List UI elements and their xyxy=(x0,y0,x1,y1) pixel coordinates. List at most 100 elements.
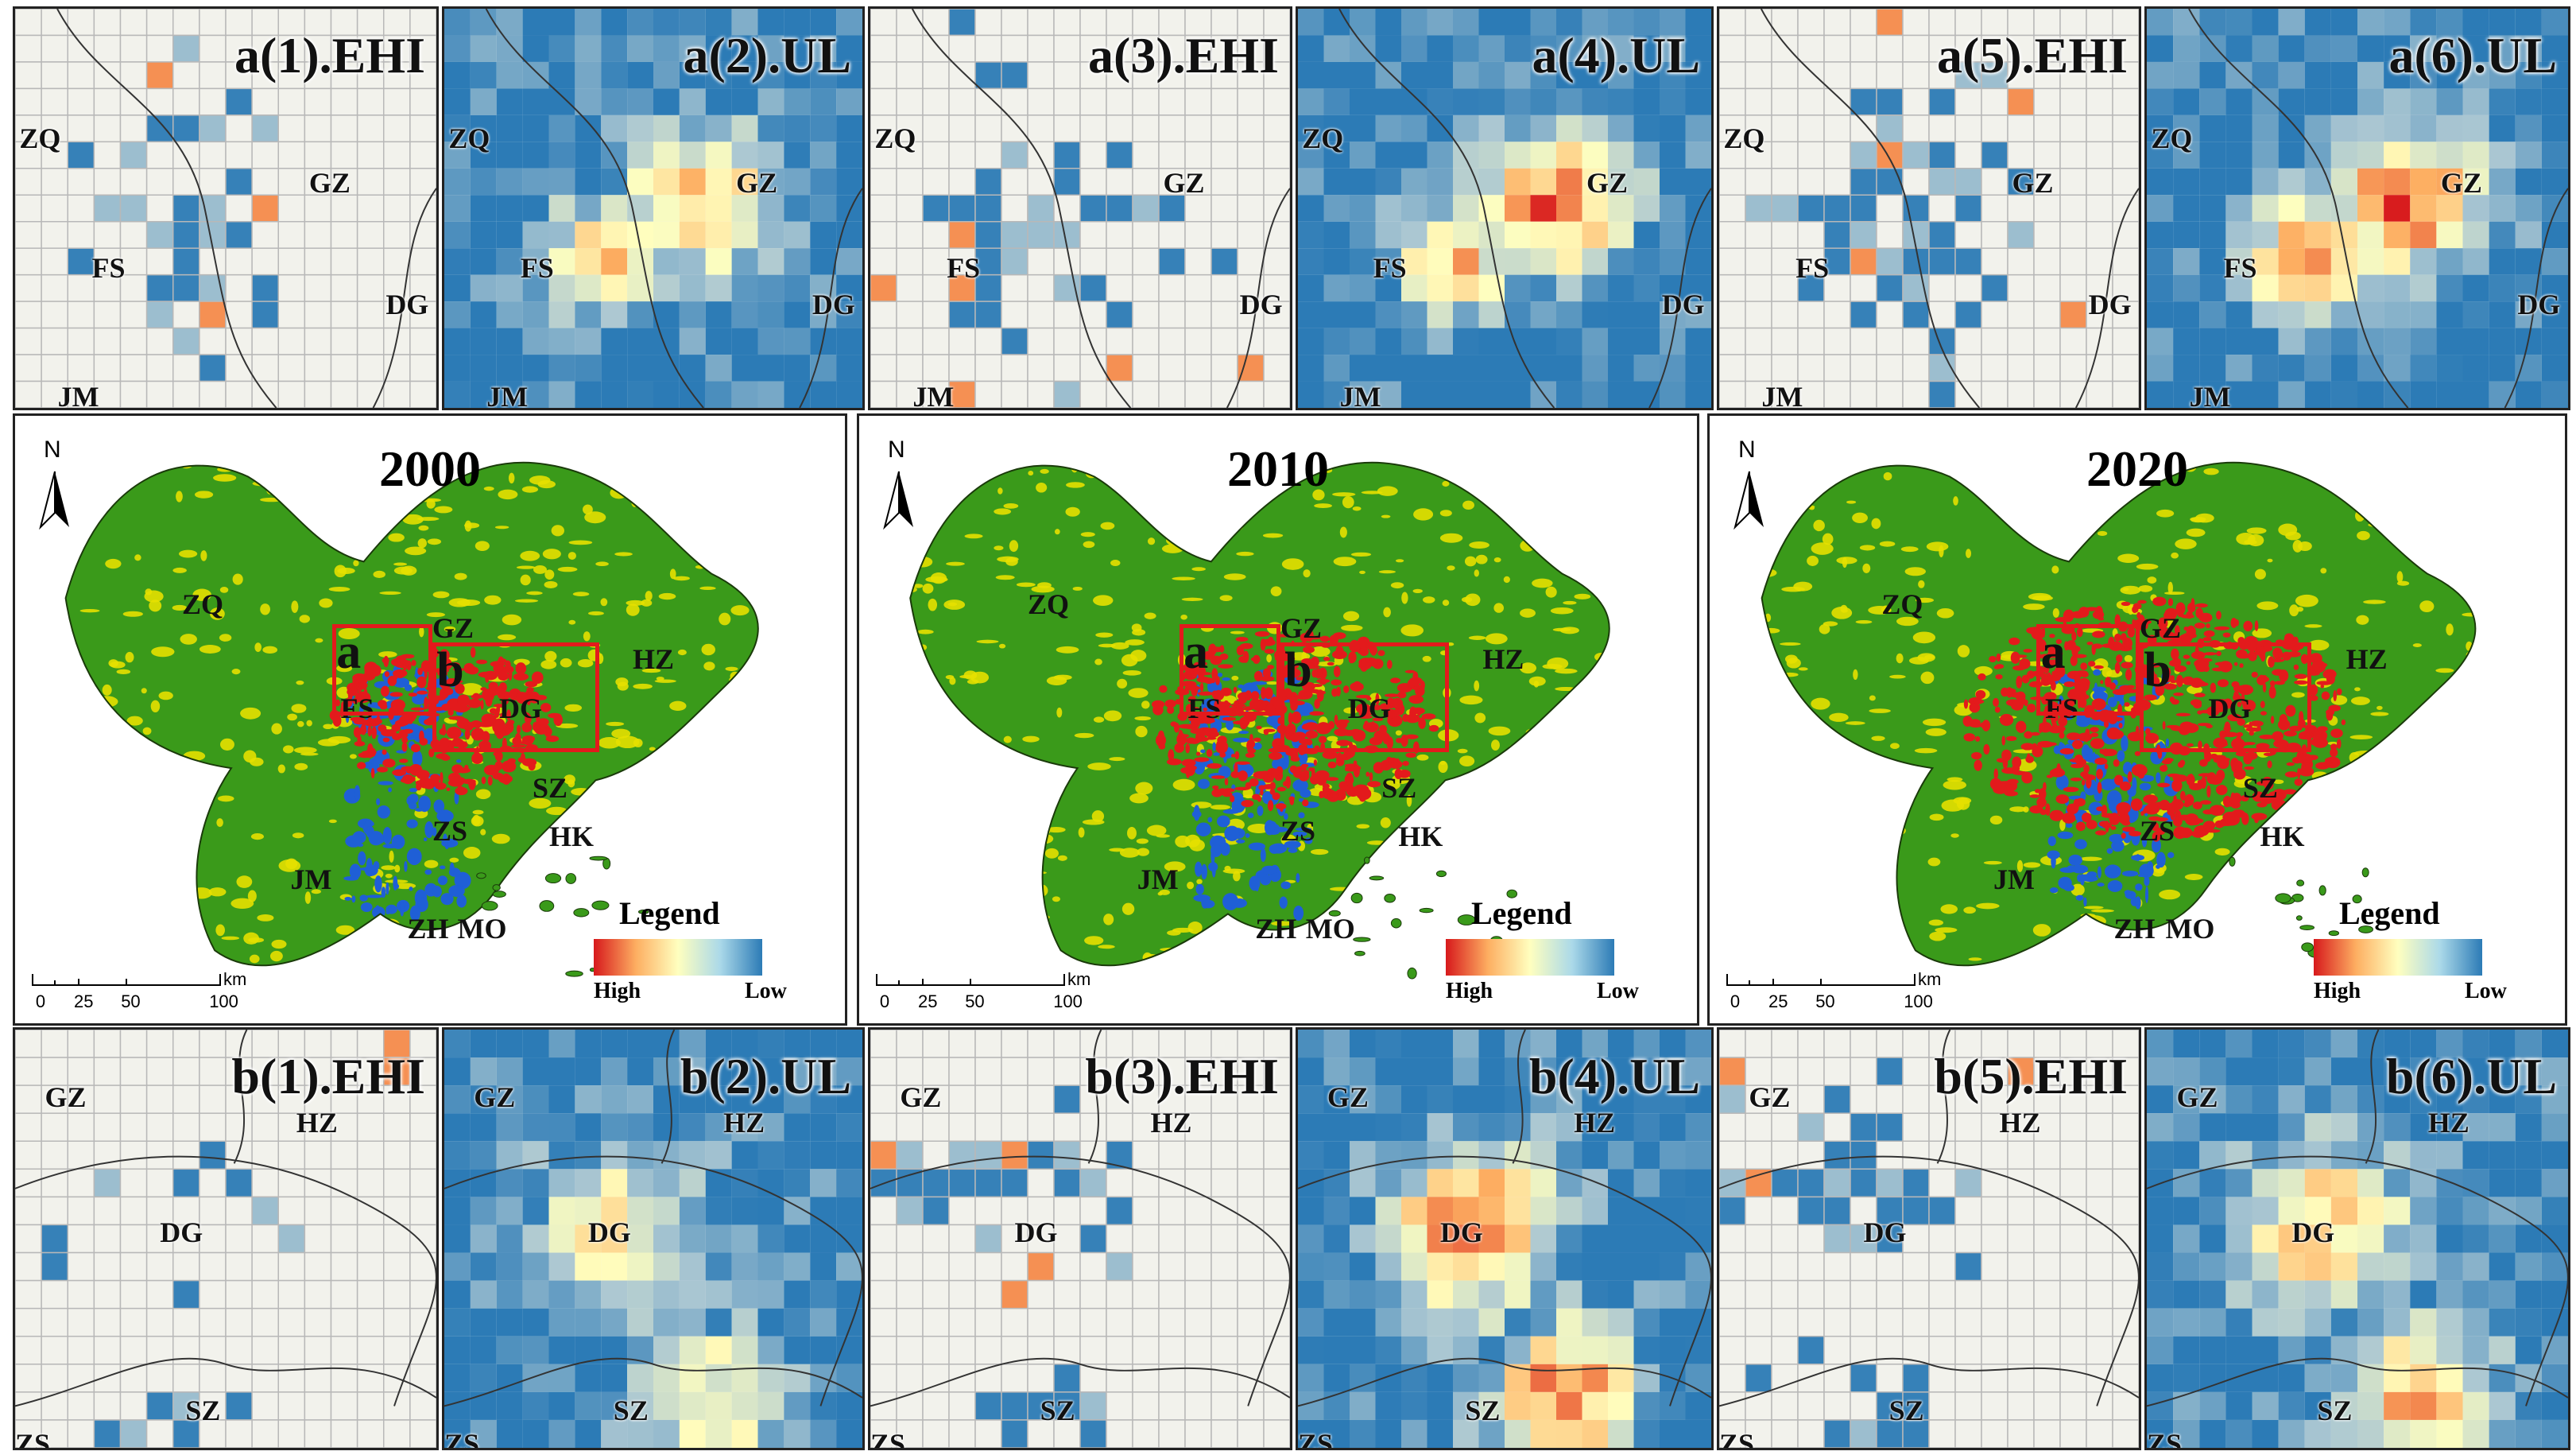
heat-cell xyxy=(974,168,1002,196)
urban-patch xyxy=(352,698,358,704)
cropland-patch xyxy=(1412,588,1423,594)
urban-patch xyxy=(1338,728,1348,734)
cropland-patch xyxy=(1310,646,1331,658)
heat-cell xyxy=(1001,141,1028,169)
city-label-jm: JM xyxy=(486,381,529,410)
heat-cell xyxy=(870,168,897,196)
heat-cell xyxy=(2199,142,2226,169)
heat-cell xyxy=(1928,220,1956,249)
cropland-patch xyxy=(1571,884,1580,893)
cropland-patch xyxy=(1281,558,1304,570)
urban-patch xyxy=(2125,638,2132,648)
heat-cell xyxy=(1079,247,1107,276)
heat-cell xyxy=(1556,301,1582,328)
heat-cell xyxy=(2357,274,2384,302)
heat-cell xyxy=(2147,195,2174,222)
heat-cell xyxy=(119,87,148,116)
cropland-patch xyxy=(1744,619,1750,624)
urban-patch xyxy=(1405,752,1416,759)
cropland-patch xyxy=(1093,595,1114,606)
cropland-patch xyxy=(755,686,758,700)
cropland-patch xyxy=(763,801,781,811)
urban-patch xyxy=(2233,685,2245,693)
cropland-patch xyxy=(2446,623,2454,636)
water-patch xyxy=(358,851,366,866)
urban-patch xyxy=(1260,786,1276,790)
heat-cell xyxy=(1158,61,1186,90)
cropland-patch xyxy=(556,723,579,728)
panel-title: a(2).UL xyxy=(683,27,851,83)
heat-cell xyxy=(2304,35,2331,62)
urban-patch xyxy=(2070,671,2075,676)
heat-cell xyxy=(1132,220,1160,249)
cropland-patch xyxy=(1904,567,1926,576)
heat-cell xyxy=(93,34,122,63)
urban-patch xyxy=(1328,720,1335,729)
heat-cell xyxy=(1079,87,1107,116)
city-label-zq: ZQ xyxy=(19,122,61,155)
heat-cell xyxy=(2173,301,2200,328)
urban-patch xyxy=(367,725,372,737)
heat-cell xyxy=(2304,114,2331,142)
urban-patch xyxy=(1285,657,1291,662)
cropland-patch xyxy=(998,643,1006,649)
urban-patch xyxy=(1331,679,1342,686)
heat-cell xyxy=(277,301,306,329)
water-patch xyxy=(2145,886,2149,903)
map-year-title: 2010 xyxy=(1227,440,1329,497)
heat-cell xyxy=(1745,220,1772,249)
heat-cell xyxy=(1660,61,1686,89)
heat-cell xyxy=(2007,274,2035,302)
heat-cell xyxy=(2410,35,2437,62)
heat-cell xyxy=(1184,141,1212,169)
cropland-patch xyxy=(84,525,91,530)
water-patch xyxy=(1233,737,1250,743)
urban-patch xyxy=(2205,829,2221,833)
heat-cell xyxy=(1132,301,1160,329)
cropland-patch xyxy=(2012,749,2036,754)
urban-patch xyxy=(2016,676,2023,689)
heat-cell xyxy=(679,88,706,115)
cropland-patch xyxy=(916,629,934,634)
heat-cell xyxy=(1427,9,1453,36)
water-patch xyxy=(2124,890,2132,895)
cropland-patch xyxy=(596,426,609,436)
cropland-patch xyxy=(633,739,643,747)
heat-cell xyxy=(2199,195,2226,222)
heat-cell xyxy=(93,9,122,37)
heat-cell xyxy=(1401,142,1427,169)
top-panel-a(5).EHI: a(5).EHI ZQ GZ FS DG JM xyxy=(1717,6,2141,410)
urban-patch xyxy=(513,673,529,681)
heat-cell xyxy=(277,168,306,196)
heat-cell xyxy=(2384,301,2411,328)
cropland-patch xyxy=(221,936,240,941)
urban-patch xyxy=(2194,693,2206,698)
urban-patch xyxy=(416,782,422,791)
cropland-patch xyxy=(2432,511,2442,522)
cropland-patch xyxy=(145,810,153,817)
cropland-patch xyxy=(1548,782,1565,788)
heat-cell xyxy=(1902,87,1930,116)
boundary-line xyxy=(1338,9,1711,408)
cropland-patch xyxy=(1537,854,1548,862)
heat-cell xyxy=(1850,168,1877,196)
heat-cell xyxy=(2147,9,2174,36)
heat-cell xyxy=(1685,88,1711,115)
urban-patch xyxy=(2231,738,2245,750)
cropland-patch xyxy=(812,783,835,787)
heat-cell xyxy=(2278,114,2305,142)
heat-cell xyxy=(304,61,332,90)
urban-patch xyxy=(481,776,486,785)
water-patch xyxy=(377,805,390,819)
heat-cell xyxy=(1719,380,1746,408)
urban-patch xyxy=(1211,789,1223,797)
cropland-patch xyxy=(1563,600,1577,605)
heat-cell xyxy=(277,141,306,169)
heat-cell xyxy=(1850,141,1877,169)
heat-cell xyxy=(1556,114,1582,142)
heat-cell xyxy=(1453,88,1479,115)
cropland-patch xyxy=(1471,840,1493,846)
cropland-patch xyxy=(2342,852,2355,858)
heat-cell xyxy=(1211,247,1238,276)
heat-cell xyxy=(1401,381,1427,408)
